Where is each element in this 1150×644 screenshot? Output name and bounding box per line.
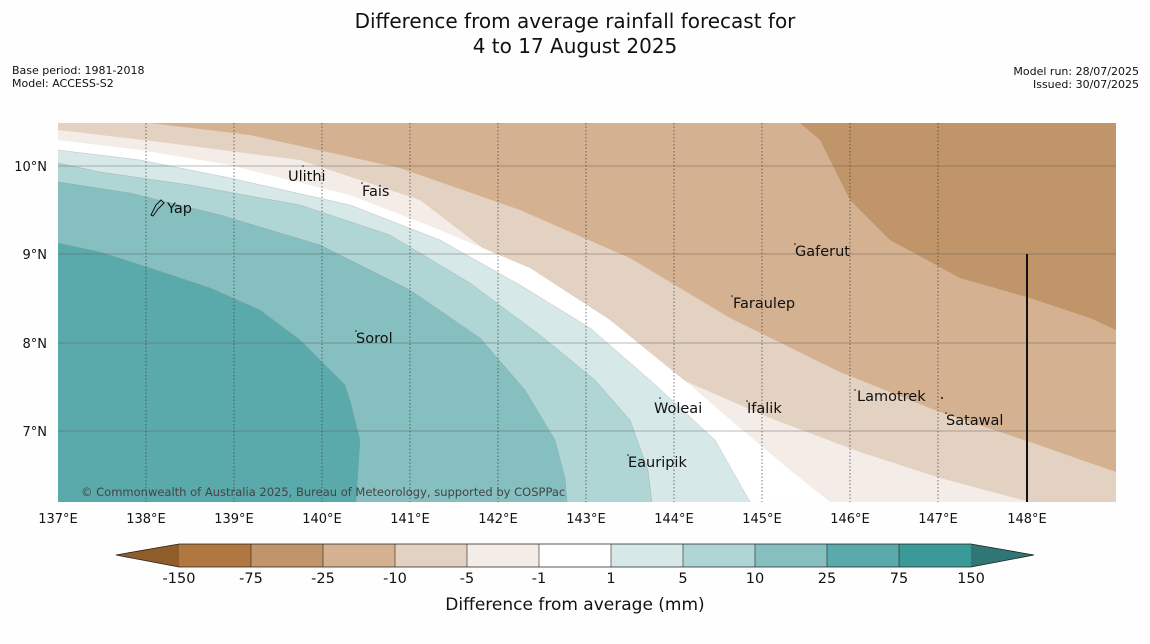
lon-label-140e: 140°E [302, 512, 342, 527]
lon-label-141e: 141°E [390, 512, 430, 527]
colorbar-swatch [395, 544, 467, 567]
colorbar-tick: 10 [746, 571, 764, 587]
longitude-gridlines [145, 123, 939, 502]
island-marks [302, 165, 947, 456]
colorbar: -150 -75 -25 -10 -5 -1 1 5 10 25 75 150 … [115, 543, 1035, 615]
colorbar-low-extension [116, 544, 179, 567]
lon-label-146e: 146°E [830, 512, 870, 527]
colorbar-high-extension [971, 544, 1034, 567]
lat-label-9n: 9°N [23, 248, 48, 263]
colorbar-swatch [611, 544, 683, 567]
base-period: Base period: 1981-2018 [12, 64, 145, 77]
lon-label-148e: 148°E [1007, 512, 1047, 527]
contour-lines [58, 149, 751, 502]
place-label-eauripik: Eauripik [628, 455, 687, 471]
place-label-satawal: Satawal [946, 413, 1003, 429]
lon-label-139e: 139°E [214, 512, 254, 527]
lon-label-147e: 147°E [918, 512, 958, 527]
map-title-line-2: 4 to 17 August 2025 [472, 34, 678, 58]
place-label-ulithi: Ulithi [288, 169, 326, 185]
lon-label-145e: 145°E [742, 512, 782, 527]
place-label-gaferut: Gaferut [795, 244, 850, 260]
colorbar-tick: -25 [311, 571, 335, 587]
colorbar-tick: 75 [890, 571, 908, 587]
colorbar-tick: -10 [383, 571, 407, 587]
place-label-woleai: Woleai [654, 401, 702, 417]
rainfall-anomaly-map [58, 123, 1116, 502]
colorbar-tick: -1 [532, 571, 546, 587]
colorbar-swatch [827, 544, 899, 567]
band-wet-25 [58, 243, 360, 502]
map-title-line-1: Difference from average rainfall forecas… [354, 9, 796, 33]
lon-label-144e: 144°E [654, 512, 694, 527]
colorbar-swatch [683, 544, 755, 567]
colorbar-tick: 150 [957, 571, 985, 587]
colorbar-tick: 1 [606, 571, 615, 587]
colorbar-swatch [467, 544, 539, 567]
colorbar-swatch [899, 544, 971, 567]
place-label-lamotrek: Lamotrek [857, 389, 926, 405]
place-label-faraulep: Faraulep [733, 296, 795, 312]
meta-left: Base period: 1981-2018 Model: ACCESS-S2 [12, 64, 145, 90]
colorbar-swatch [323, 544, 395, 567]
colorbar-title: Difference from average (mm) [445, 595, 704, 615]
issued-date: Issued: 30/07/2025 [1032, 77, 1139, 91]
colorbar-swatch [755, 544, 827, 567]
lat-label-8n: 8°N [23, 337, 48, 352]
place-label-fais: Fais [362, 184, 389, 200]
colorbar-tick: -75 [239, 571, 263, 587]
lon-label-142e: 142°E [478, 512, 518, 527]
colorbar-swatch [251, 544, 323, 567]
longitude-labels: 137°E 138°E 139°E 140°E 141°E 142°E 143°… [38, 512, 1047, 527]
colorbar-tick: -150 [163, 571, 196, 587]
model-name: Model: ACCESS-S2 [12, 76, 114, 90]
meta-right: Model run: 28/07/2025 Issued: 30/07/2025 [1013, 65, 1139, 91]
colorbar-swatch [539, 544, 611, 567]
band-dry-25 [800, 123, 1116, 330]
lat-label-7n: 7°N [23, 425, 48, 440]
model-run: Model run: 28/07/2025 [1013, 65, 1139, 78]
colorbar-swatch [179, 544, 251, 567]
latitude-labels: 10°N 9°N 8°N 7°N [14, 160, 47, 440]
lon-label-137e: 137°E [38, 512, 78, 527]
colorbar-tick: -5 [460, 571, 474, 587]
yap-island [150, 199, 165, 217]
lon-label-138e: 138°E [126, 512, 166, 527]
lat-label-10n: 10°N [14, 160, 47, 175]
island-labels: Ulithi Fais Yap Gaferut Faraulep Sorol L… [166, 169, 1003, 471]
colorbar-tick: 5 [678, 571, 687, 587]
lon-label-143e: 143°E [566, 512, 606, 527]
place-label-yap: Yap [166, 201, 192, 217]
copyright-notice: © Commonwealth of Australia 2025, Bureau… [81, 485, 565, 499]
place-label-ifalik: Ifalik [747, 401, 782, 417]
colorbar-outline [115, 543, 1035, 568]
colorbar-tick: 25 [818, 571, 836, 587]
place-label-sorol: Sorol [356, 331, 393, 347]
latitude-gridlines [58, 165, 1116, 432]
